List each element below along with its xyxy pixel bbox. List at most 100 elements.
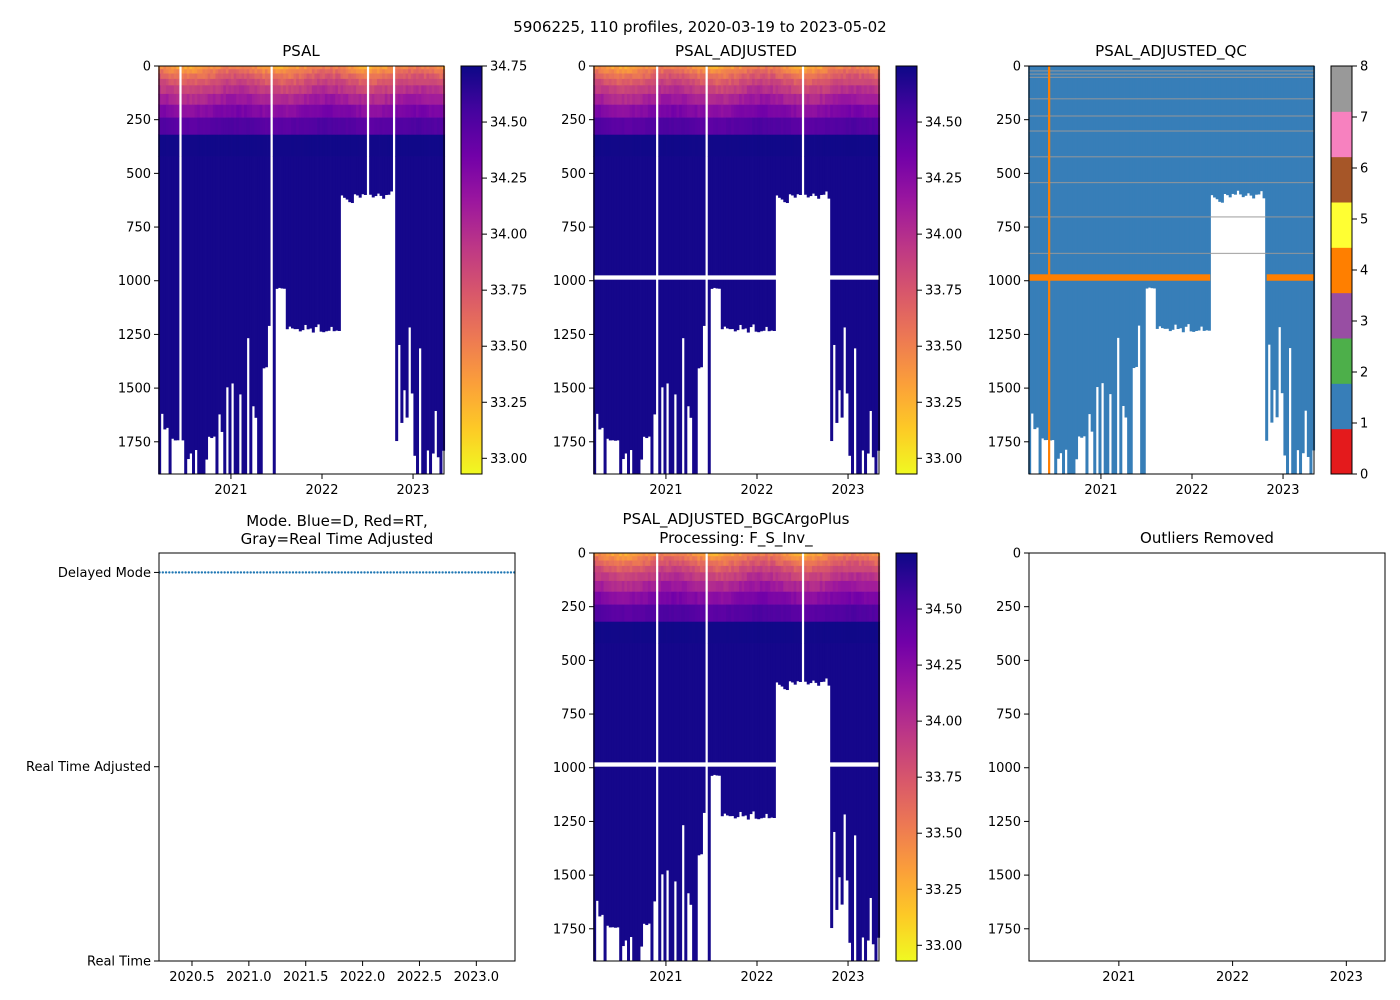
- profile-cell: [772, 93, 776, 105]
- profile-cell: [851, 93, 855, 105]
- profile-cell: [640, 580, 644, 592]
- profile-cell: [749, 572, 753, 582]
- profile-cell: [608, 69, 612, 74]
- y-tick-label: 1500: [988, 869, 1021, 884]
- profile-cell: [686, 580, 690, 592]
- profile-cell: [387, 85, 391, 95]
- profile-cell: [668, 565, 672, 573]
- profile-cell: [600, 93, 604, 105]
- profile-cell: [311, 156, 315, 333]
- profile-cell: [660, 134, 664, 157]
- qc-profile: [1171, 66, 1175, 330]
- profile-cell: [725, 621, 729, 644]
- profile-cell: [629, 643, 633, 938]
- profile-cell: [598, 156, 602, 430]
- profile-cell: [632, 93, 636, 105]
- profile-cell: [744, 643, 748, 816]
- profile-cell: [290, 78, 294, 86]
- profile-cell: [681, 104, 685, 118]
- profile-cell: [785, 73, 789, 80]
- profile-cell: [733, 134, 737, 157]
- profile-cell: [853, 156, 857, 349]
- profile-cell: [384, 156, 388, 196]
- profile-cell: [804, 85, 808, 95]
- profile-cell: [673, 104, 677, 118]
- profile-cell: [363, 104, 367, 118]
- profile-cell: [218, 78, 222, 86]
- profile-cell: [197, 69, 201, 74]
- profile-cell: [335, 85, 339, 95]
- mode-point: [402, 571, 405, 574]
- profile-cell: [744, 66, 748, 70]
- profile-cell: [692, 604, 696, 623]
- profile-cell: [762, 553, 766, 557]
- axes-frame: [593, 65, 880, 475]
- profile-cell: [647, 69, 651, 74]
- profile-cell: [228, 66, 232, 70]
- profile-cell: [835, 604, 839, 623]
- profile-cell: [791, 580, 795, 592]
- profile-cell: [848, 104, 852, 118]
- profile-cell: [819, 117, 823, 136]
- profile-cell: [853, 556, 857, 561]
- profile-cell: [824, 580, 828, 592]
- profile-cell: [681, 560, 685, 567]
- profile-cell: [874, 643, 878, 962]
- profile-cell: [736, 85, 740, 95]
- profile-cell: [402, 69, 406, 74]
- profile-cell: [194, 73, 198, 80]
- profile-cell: [809, 556, 813, 561]
- profile-cell: [869, 565, 873, 573]
- profile-cell: [236, 78, 240, 86]
- profile-cell: [681, 93, 685, 105]
- profile-cell: [673, 643, 677, 882]
- profile-cell: [778, 591, 782, 605]
- mode-point: [454, 571, 457, 574]
- profile-cell: [181, 117, 185, 136]
- profile-cell: [762, 73, 766, 80]
- profile-cell: [702, 73, 706, 80]
- profile-cell: [363, 134, 367, 157]
- profile-cell: [788, 73, 792, 80]
- profile-cell: [309, 134, 313, 157]
- profile-cell: [647, 591, 651, 605]
- profile-cell: [611, 85, 615, 95]
- profile-cell: [272, 85, 276, 95]
- profile-cell: [694, 66, 698, 70]
- bgcargoplus-title-line-1: PSAL_ADJUSTED_BGCArgoPlus: [623, 510, 850, 529]
- profile-cell: [806, 560, 810, 567]
- profile-cell: [796, 621, 800, 644]
- profile-cell: [851, 73, 855, 80]
- mode-point: [506, 571, 509, 574]
- profile-cell: [606, 565, 610, 573]
- profile-cell: [817, 73, 821, 80]
- profile-cell: [793, 591, 797, 605]
- profile-cell: [793, 66, 797, 70]
- profile-cell: [637, 78, 641, 86]
- profile-cell: [181, 134, 185, 157]
- profile-cell: [616, 78, 620, 86]
- profile-cell: [186, 85, 190, 95]
- profile-cell: [343, 104, 347, 118]
- profile-cell: [660, 117, 664, 136]
- profile-cell: [228, 93, 232, 105]
- profile-cell: [871, 134, 875, 157]
- profile-cell: [791, 621, 795, 644]
- profile-cell: [595, 621, 599, 644]
- profile-cell: [749, 85, 753, 95]
- profile-cell: [811, 117, 815, 136]
- profile-cell: [749, 69, 753, 74]
- y-tick-label: 750: [996, 221, 1021, 236]
- profile-cell: [231, 117, 235, 136]
- profile-cell: [710, 572, 714, 582]
- profile-cell: [754, 643, 758, 819]
- profile-cell: [199, 93, 203, 105]
- profile-cell: [277, 134, 281, 157]
- profile-cell: [645, 85, 649, 95]
- profile-cell: [663, 553, 667, 557]
- profile-cell: [676, 643, 680, 962]
- profile-cell: [793, 156, 797, 198]
- y-tick-label: 0: [143, 60, 151, 75]
- y-tick-label: 1000: [988, 274, 1021, 289]
- profile-cell: [832, 85, 836, 95]
